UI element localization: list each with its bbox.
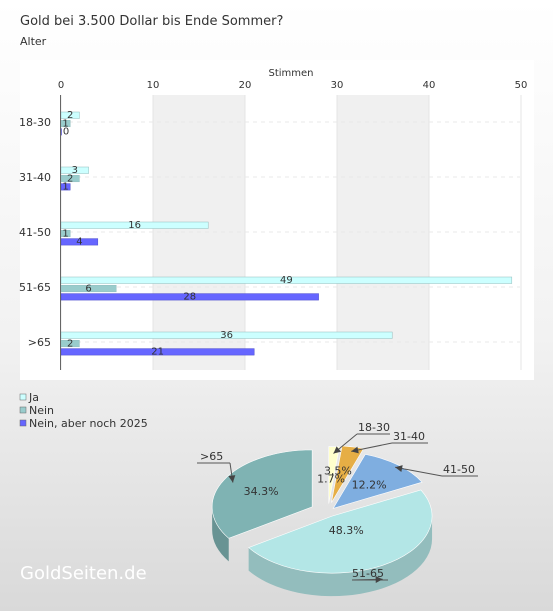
pie-label-51-65: 51-65 (352, 567, 384, 580)
bar-value-label: 1 (62, 182, 68, 193)
bar-value-label: 2 (67, 110, 73, 121)
pie-label-65: >65 (200, 450, 223, 463)
bar-chart-panel (20, 60, 534, 380)
category-label-51-65: 51-65 (19, 281, 51, 294)
callout-arrow (228, 475, 236, 483)
pie-slice-65 (211, 449, 313, 539)
legend-swatch-nein-aber-noch-2025 (19, 419, 27, 427)
bar-value-label: 2 (67, 338, 73, 349)
bar-value-label: 21 (151, 347, 164, 358)
bar-value-label: 1 (62, 228, 68, 239)
x-axis-label: Stimmen (268, 68, 313, 79)
callout-arrow (351, 446, 359, 454)
pie-percent-31-40: 3.5% (324, 464, 352, 477)
bar-value-label: 28 (183, 292, 196, 303)
x-tick-label: 20 (239, 80, 252, 91)
bar-chart: Stimmen 0 10 20 30 40 50 18-3031-4041-5051-65… (19, 60, 534, 380)
x-tick-label: 0 (58, 80, 64, 91)
pie-slice-18-30 (328, 446, 340, 504)
bar-value-label: 3 (72, 165, 78, 176)
bar-value-label: 36 (220, 330, 233, 341)
bar-value-label: 1 (62, 118, 68, 129)
watermark: GoldSeiten.de (20, 563, 147, 584)
bar-value-label: 6 (85, 283, 91, 294)
x-tick-label: 50 (515, 80, 528, 91)
callout-arrow (375, 575, 383, 583)
legend-label-ja: Ja (28, 391, 39, 404)
bar-value-label: 4 (76, 237, 82, 248)
legend-label-nein: Nein (29, 404, 54, 417)
category-label-18-30: 18-30 (19, 116, 51, 129)
pie-label-41-50: 41-50 (443, 463, 475, 476)
x-tick-label: 10 (147, 80, 160, 91)
pie-percent-41-50: 12.2% (352, 479, 387, 492)
chart-title: Gold bei 3.500 Dollar bis Ende Sommer? (20, 14, 283, 29)
category-label-41-50: 41-50 (19, 226, 51, 239)
pie-percent-18-30: 1.7% (317, 473, 345, 486)
pie-label-31-40: 31-40 (393, 430, 425, 443)
pie-side-51-65 (248, 516, 433, 597)
bar-nein-aber-noch-2025-18-30 (60, 128, 62, 136)
pie-label-18-30: 18-30 (358, 421, 390, 434)
x-tick-label: 30 (331, 80, 344, 91)
pie-percent-65: 34.3% (244, 485, 279, 498)
bar-value-label: 16 (128, 220, 141, 231)
bar-value-label: 49 (280, 275, 293, 286)
legend-swatch-nein (19, 406, 27, 414)
pie-side-65 (212, 506, 229, 562)
callout-leader (395, 466, 443, 477)
pie-slice-51-65 (248, 489, 433, 574)
bar-value-label: 0 (63, 127, 69, 138)
callout-arrow (395, 465, 403, 473)
bar-value-label: 2 (67, 173, 73, 184)
chart-subtitle: Alter (20, 35, 47, 48)
category-label-65: >65 (28, 336, 51, 349)
legend-swatch-ja (19, 393, 27, 401)
callout-arrow (333, 446, 342, 454)
pie-percent-51-65: 48.3% (329, 524, 364, 537)
legend-label-nein-aber-noch-2025: Nein, aber noch 2025 (29, 417, 148, 430)
x-tick-label: 40 (423, 80, 436, 91)
category-label-31-40: 31-40 (19, 171, 51, 184)
